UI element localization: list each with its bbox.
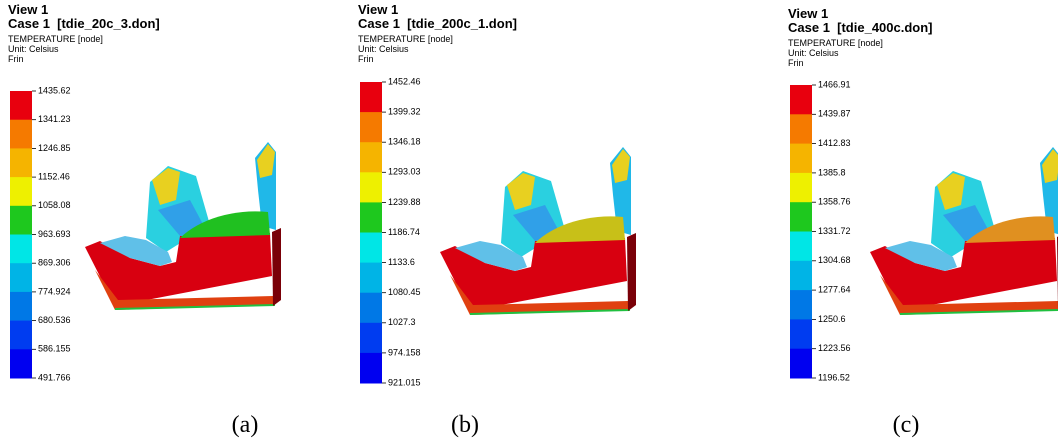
legend-label: 1196.52 — [818, 372, 850, 382]
view-title: View 1 — [8, 2, 48, 17]
caption: (c) — [893, 412, 920, 438]
legend-label: 1080.45 — [388, 287, 421, 297]
frin-label: Frin — [8, 54, 24, 64]
colorbar-segment — [10, 91, 32, 120]
model-b — [440, 147, 636, 315]
colorbar-segment — [10, 206, 32, 235]
colorbar-segment — [790, 202, 812, 232]
caption: (b) — [451, 412, 479, 438]
colorbar-segment — [790, 290, 812, 320]
model-a — [85, 142, 281, 310]
legend-label: 1058.08 — [38, 200, 71, 210]
legend-label: 774.924 — [38, 286, 71, 296]
legend-label: 1439.87 — [818, 109, 851, 119]
unit: Unit: Celsius — [788, 48, 839, 58]
colorbar-segment — [790, 319, 812, 349]
legend-label: 1293.03 — [388, 167, 421, 177]
colorbar-segment — [790, 349, 812, 379]
legend-label: 680.536 — [38, 315, 71, 325]
figure: View 1Case 1 [tdie_20c_3.don]TEMPERATURE… — [0, 0, 1058, 441]
view-title: View 1 — [788, 6, 828, 21]
colorbar-segment — [10, 321, 32, 350]
colorbar-segment — [10, 148, 32, 177]
colorbar-segment — [360, 82, 382, 113]
colorbar-segment — [790, 173, 812, 203]
quantity: TEMPERATURE [node] — [8, 34, 103, 44]
colorbar-segment — [360, 233, 382, 264]
legend-label: 1412.83 — [818, 138, 851, 148]
quantity: TEMPERATURE [node] — [358, 34, 453, 44]
colorbar-segment — [790, 261, 812, 291]
legend-label: 1277.64 — [818, 284, 851, 294]
colorbar-segment — [10, 235, 32, 264]
legend-label: 1452.46 — [388, 76, 421, 86]
legend-label: 1435.62 — [38, 85, 71, 95]
legend-label: 869.306 — [38, 258, 71, 268]
colorbar-segment — [360, 112, 382, 143]
colorbar-segment — [360, 263, 382, 294]
frin-label: Frin — [358, 54, 374, 64]
case-title: Case 1 [tdie_200c_1.don] — [358, 16, 517, 31]
legend-label: 963.693 — [38, 229, 71, 239]
colorbar-segment — [790, 85, 812, 115]
case-title: Case 1 [tdie_400c.don] — [788, 20, 933, 35]
colorbar-segment — [790, 232, 812, 262]
legend-label: 1385.8 — [818, 167, 846, 177]
legend-label: 1399.32 — [388, 106, 421, 116]
legend-label: 1331.72 — [818, 226, 851, 236]
case-title: Case 1 [tdie_20c_3.don] — [8, 16, 160, 31]
legend-label: 491.766 — [38, 372, 71, 382]
colorbar-segment — [360, 202, 382, 233]
legend-label: 1250.6 — [818, 314, 846, 324]
colorbar-segment — [10, 177, 32, 206]
colorbar-segment — [360, 323, 382, 354]
legend-label: 921.015 — [388, 377, 421, 387]
legend-label: 1304.68 — [818, 255, 851, 265]
quantity: TEMPERATURE [node] — [788, 38, 883, 48]
colorbar-segment — [360, 172, 382, 203]
caption: (a) — [232, 412, 259, 438]
colorbar-segment — [360, 353, 382, 384]
legend-label: 1239.88 — [388, 197, 421, 207]
legend-label: 1152.46 — [38, 171, 70, 181]
colorbar-segment — [10, 292, 32, 321]
frin-label: Frin — [788, 58, 804, 68]
legend-label: 1186.74 — [388, 227, 420, 237]
colorbar-segment — [790, 144, 812, 174]
legend-label: 1341.23 — [38, 114, 71, 124]
unit: Unit: Celsius — [8, 44, 59, 54]
colorbar-segment — [360, 142, 382, 173]
legend-label: 1223.56 — [818, 343, 851, 353]
unit: Unit: Celsius — [358, 44, 409, 54]
legend-label: 1027.3 — [388, 317, 416, 327]
model-c — [870, 147, 1058, 315]
legend-label: 974.158 — [388, 347, 421, 357]
colorbar-segment — [790, 114, 812, 144]
legend-label: 1246.85 — [38, 143, 71, 153]
legend-label: 1358.76 — [818, 197, 851, 207]
colorbar-segment — [10, 263, 32, 292]
colorbar-segment — [10, 120, 32, 149]
view-title: View 1 — [358, 2, 398, 17]
legend-label: 586.155 — [38, 344, 71, 354]
legend-label: 1346.18 — [388, 137, 421, 147]
colorbar-segment — [360, 293, 382, 324]
colorbar-segment — [10, 349, 32, 378]
legend-label: 1466.91 — [818, 79, 851, 89]
legend-label: 1133.6 — [388, 257, 415, 267]
